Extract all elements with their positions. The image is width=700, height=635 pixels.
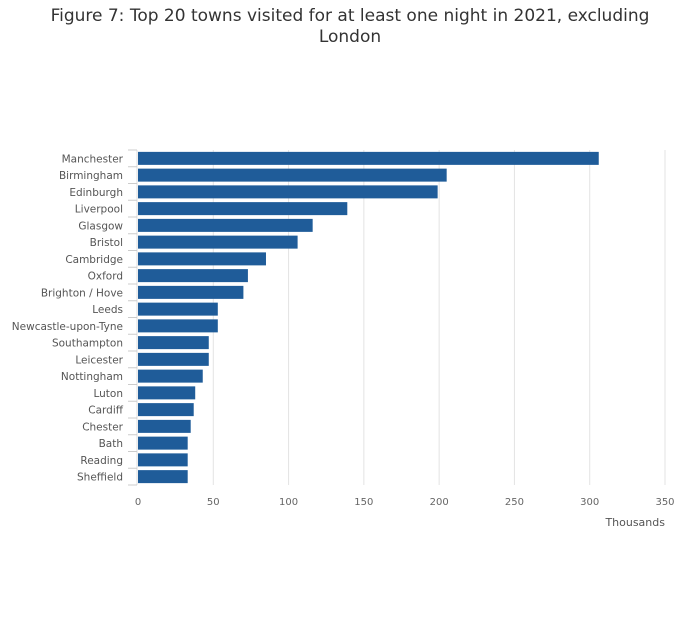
bar-sheffield (138, 470, 188, 484)
y-tick-label-sheffield: Sheffield (77, 472, 123, 484)
y-tick-label-newcastle-upon-tyne: Newcastle-upon-Tyne (12, 321, 123, 333)
y-tick-label-cambridge: Cambridge (65, 254, 123, 266)
bar-southampton (138, 336, 209, 350)
bar-edinburgh (138, 185, 438, 199)
y-tick-label-manchester: Manchester (62, 153, 124, 165)
bar-glasgow (138, 218, 313, 232)
y-tick-label-oxford: Oxford (88, 271, 123, 283)
bar-reading (138, 453, 188, 467)
y-tick-label-leeds: Leeds (92, 304, 123, 316)
bar-leicester (138, 352, 209, 366)
bar-nottingham (138, 369, 203, 383)
y-tick-label-glasgow: Glasgow (78, 220, 123, 232)
y-tick-label-cardiff: Cardiff (88, 405, 123, 417)
y-tick-label-liverpool: Liverpool (75, 204, 123, 216)
y-tick-label-reading: Reading (80, 455, 123, 467)
bar-luton (138, 386, 196, 400)
x-tick-label-50: 50 (207, 497, 220, 508)
x-tick-label-100: 100 (279, 497, 298, 508)
bar-oxford (138, 269, 248, 283)
y-tick-label-bristol: Bristol (90, 237, 123, 249)
x-tick-label-250: 250 (505, 497, 524, 508)
x-tick-label-350: 350 (655, 497, 674, 508)
y-tick-label-nottingham: Nottingham (61, 371, 123, 383)
y-tick-label-leicester: Leicester (75, 354, 123, 366)
y-tick-label-birmingham: Birmingham (59, 170, 123, 182)
bar-leeds (138, 302, 218, 316)
bar-brighton-hove (138, 285, 244, 299)
bar-cardiff (138, 403, 194, 417)
y-tick-label-edinburgh: Edinburgh (69, 187, 123, 199)
y-tick-label-chester: Chester (82, 421, 123, 433)
bar-birmingham (138, 168, 447, 182)
x-tick-label-150: 150 (354, 497, 373, 508)
bar-bath (138, 436, 188, 450)
bar-manchester (138, 151, 599, 165)
x-tick-label-0: 0 (135, 497, 141, 508)
bar-bristol (138, 235, 298, 249)
x-axis-label: Thousands (604, 516, 665, 529)
bar-newcastle-upon-tyne (138, 319, 218, 333)
y-tick-label-luton: Luton (93, 388, 123, 400)
y-tick-label-bath: Bath (99, 438, 123, 450)
chart-title: Figure 7: Top 20 towns visited for at le… (50, 6, 650, 47)
x-tick-label-200: 200 (430, 497, 449, 508)
y-tick-label-brighton-hove: Brighton / Hove (41, 287, 123, 299)
bar-chester (138, 419, 191, 433)
bar-liverpool (138, 202, 348, 216)
bar-cambridge (138, 252, 266, 266)
x-tick-label-300: 300 (580, 497, 599, 508)
y-tick-label-southampton: Southampton (52, 338, 123, 350)
